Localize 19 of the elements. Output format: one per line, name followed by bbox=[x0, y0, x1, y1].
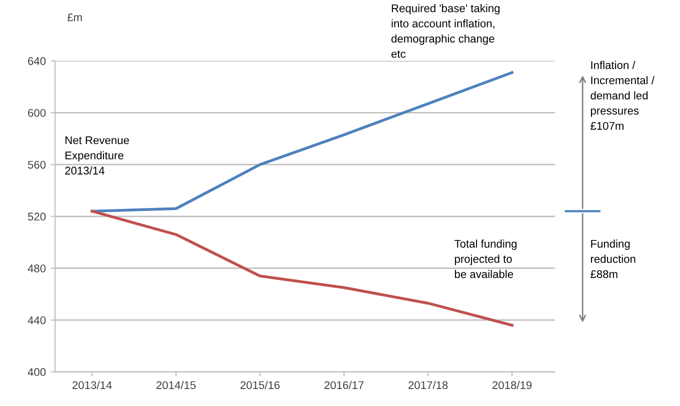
x-tick-label: 2014/15 bbox=[156, 380, 196, 390]
y-tick-label: 640 bbox=[28, 57, 46, 66]
text: Funding reduction £88m bbox=[590, 240, 636, 278]
text: Required 'base' taking into account inflation, demographic change etc bbox=[391, 4, 500, 58]
x-tick-label: 2016/17 bbox=[324, 380, 364, 390]
x-tick-label: 2015/16 bbox=[240, 380, 280, 390]
annotation: Total funding projected to be available bbox=[454, 240, 517, 278]
x-tick-label: 2017/18 bbox=[408, 380, 448, 390]
text: Inflation / Incremental / demand led pressures £107m bbox=[590, 60, 654, 130]
x-tick-label: 2018/19 bbox=[492, 380, 532, 390]
y-tick-label: 560 bbox=[28, 160, 46, 169]
y-tick-label: 520 bbox=[28, 212, 46, 221]
y-tick-label: 480 bbox=[28, 264, 46, 272]
y-axis-title: £m bbox=[67, 13, 82, 22]
y-tick-label: 600 bbox=[28, 109, 46, 117]
x-tick-label: 2013/14 bbox=[72, 380, 112, 390]
annotation: Net Revenue Expenditure 2013/14 bbox=[65, 136, 129, 175]
y-tick-label: 400 bbox=[28, 368, 46, 376]
y-tick-label: 440 bbox=[28, 316, 46, 324]
